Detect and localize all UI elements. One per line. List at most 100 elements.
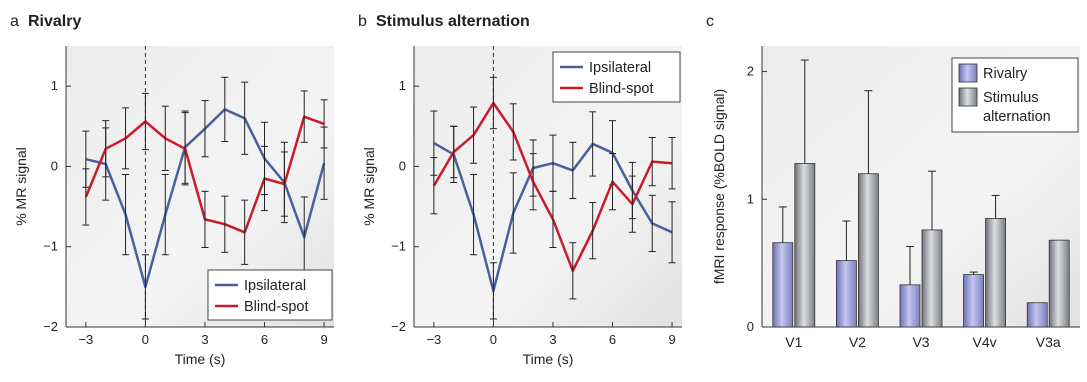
panel-b-ipsilateral-error-bar (648, 194, 656, 253)
panel-a-blind-spot-error-bar (241, 199, 249, 265)
panel-c-rivalry-bar (1026, 302, 1048, 328)
panel-c-y-tick-label: 1 (747, 191, 754, 206)
panel-b-ipsilateral-error-bar (668, 201, 676, 264)
panel-a-legend-label: Ipsilateral (244, 278, 306, 294)
panel-a-x-tick-label: 0 (142, 332, 149, 347)
panel-a-x-tick-label: 6 (261, 332, 268, 347)
panel-b-blind-spot-error-bar (450, 125, 458, 179)
panel-b-ipsilateral-error-bar (589, 111, 597, 177)
panel-b-legend-box (552, 51, 681, 103)
panel-c-stimulus-alternation-error-bar (864, 90, 873, 174)
panel-c-legend-label-stimulus-1: Stimulus (983, 90, 1039, 106)
panel-a-blind-spot-error-bar (102, 120, 110, 178)
panel-a-y-tick-label: 1 (51, 78, 58, 93)
panel-a-y-tick-label: −2 (43, 319, 58, 334)
panel-c-rivalry-bar (963, 274, 984, 328)
panel-b-x-tick-label: −3 (426, 332, 441, 347)
panel-b-ipsilateral-error-bar (569, 141, 577, 200)
panel-a-chart: −2 −1 0 1 −3 0 3 6 9 Time (s) % MR signal Ipsilater… (13, 46, 334, 367)
panel-b-chart: −2 −1 0 1 −3 0 3 6 9 Time (s) % MR signal Ipsilater… (361, 46, 682, 367)
panel-a-ipsilateral-error-bar (122, 173, 130, 256)
panel-a-legend-label: Blind-spot (244, 299, 308, 315)
panel-c-category-label: V3 (912, 334, 929, 350)
panel-c-stimulus-alternation-bar (985, 218, 1006, 328)
panel-c-stimulus-alternation-error-bar (800, 59, 809, 164)
panel-b-blind-spot-error-bar (668, 137, 676, 190)
panel-b-legend: Ipsilateral Blind-spot (552, 51, 681, 103)
panel-b-x-axis-label: Time (s) (523, 351, 574, 367)
panel-b-blind-spot-error-bar (628, 175, 636, 233)
panel-b-x-tick-label: 9 (668, 332, 675, 347)
panel-a-blind-spot-error-bar (320, 99, 328, 149)
panel-c-stimulus-alternation-bar (794, 163, 816, 328)
panel-b-blind-spot-error-bar (470, 106, 478, 164)
panel-b-ipsilateral-error-bar (470, 173, 478, 256)
panel-b-blind-spot-error-bar (430, 157, 438, 215)
panel-c-rivalry-error-bar (778, 206, 787, 243)
panel-a-letter: a (10, 13, 19, 30)
panel-b-blind-spot-error-bar (648, 137, 656, 187)
panel-a-title: Rivalry (28, 13, 81, 30)
panel-b-letter: b (358, 13, 367, 30)
panel-a-blind-spot-error-bar (82, 168, 90, 226)
panel-a-legend-box (207, 269, 333, 321)
panel-b-x-tick-label: 6 (609, 332, 616, 347)
panel-a-blind-spot-error-bar (181, 112, 189, 186)
panel-b-y-axis-label: % MR signal (361, 147, 377, 226)
panel-a-ipsilateral-error-bar (141, 254, 149, 320)
panel-c-chart: 0 1 2 V1 V2 V3 V4v V3a fMRI response (%BOLD sign… (711, 46, 1080, 350)
panel-b-title: Stimulus alternation (376, 13, 530, 30)
panel-a-x-tick-label: −3 (78, 332, 93, 347)
panel-a-blind-spot-error-bar (201, 190, 209, 249)
panel-c-rivalry-bar (899, 284, 921, 328)
panel-c-stimulus-alternation-bar (858, 173, 879, 328)
panel-a-blind-spot-error-bar (300, 90, 308, 143)
panel-a-ipsilateral-error-bar (241, 81, 249, 155)
panel-c-legend-label-rivalry: Rivalry (983, 66, 1028, 82)
panel-b-ipsilateral-error-bar (509, 172, 517, 254)
panel-c-rivalry-error-bar (842, 220, 851, 261)
panel-c-stimulus-alternation-bar (1048, 239, 1070, 328)
panel-c-legend-swatch-stimulus (958, 87, 978, 107)
panel-b-y-tick-label: −1 (391, 239, 406, 254)
panel-a-y-tick-label: 0 (51, 158, 58, 173)
panel-a-ipsilateral-error-bar (221, 76, 229, 143)
panel-c-rivalry-error-bar (906, 246, 914, 285)
panel-b-blind-spot-error-bar (609, 153, 617, 211)
panel-b-blind-spot-error-bar (549, 190, 557, 249)
panel-c-category-label: V4v (973, 334, 997, 350)
panel-c-stimulus-alternation-bar (921, 229, 943, 328)
panel-c-rivalry-error-bar (969, 271, 978, 275)
panel-a-x-axis-label: Time (s) (175, 351, 226, 367)
panel-b-y-tick-label: 0 (399, 158, 406, 173)
panel-a-x-tick-label: 9 (320, 332, 327, 347)
panel-b-y-tick-label: 1 (399, 78, 406, 93)
panel-c-category-label: V1 (785, 334, 802, 350)
panel-a-ipsilateral-error-bar (161, 173, 169, 256)
panel-a-blind-spot-error-bar (280, 151, 288, 217)
panel-c-y-tick-label: 2 (747, 64, 754, 79)
panel-c-letter: c (706, 13, 714, 30)
panel-c-y-axis-label: fMRI response (%BOLD signal) (711, 89, 727, 284)
panel-a-blind-spot-error-bar (161, 105, 169, 171)
panel-c-y-tick-label: 0 (747, 319, 754, 334)
panel-b-legend-label: Blind-spot (589, 81, 653, 97)
panel-c-legend: Rivalry Stimulus alternation (951, 57, 1079, 133)
panel-c-rivalry-bar (836, 260, 857, 328)
panel-c-rivalry-bar (772, 242, 794, 328)
panel-c-legend-label-stimulus-2: alternation (983, 109, 1051, 125)
panel-c-category-label: V3a (1036, 334, 1061, 350)
panel-a-blind-spot-error-bar (221, 195, 229, 253)
panel-b-blind-spot-error-bar (529, 153, 537, 211)
panel-c-legend-swatch-rivalry (958, 63, 978, 83)
panel-b-y-tick-label: −2 (391, 319, 406, 334)
panel-a-blind-spot-error-bar (261, 145, 269, 212)
panel-c-category-label: V2 (849, 334, 866, 350)
panel-a-ipsilateral-error-bar (201, 100, 209, 158)
panel-c-stimulus-alternation-error-bar (928, 170, 936, 230)
panel-a-y-tick-label: −1 (43, 239, 58, 254)
panel-c-stimulus-alternation-error-bar (991, 194, 1000, 219)
panel-a-blind-spot-error-bar (141, 92, 149, 151)
panel-b-blind-spot-error-bar (589, 202, 597, 260)
panel-a-legend: Ipsilateral Blind-spot (207, 269, 333, 321)
